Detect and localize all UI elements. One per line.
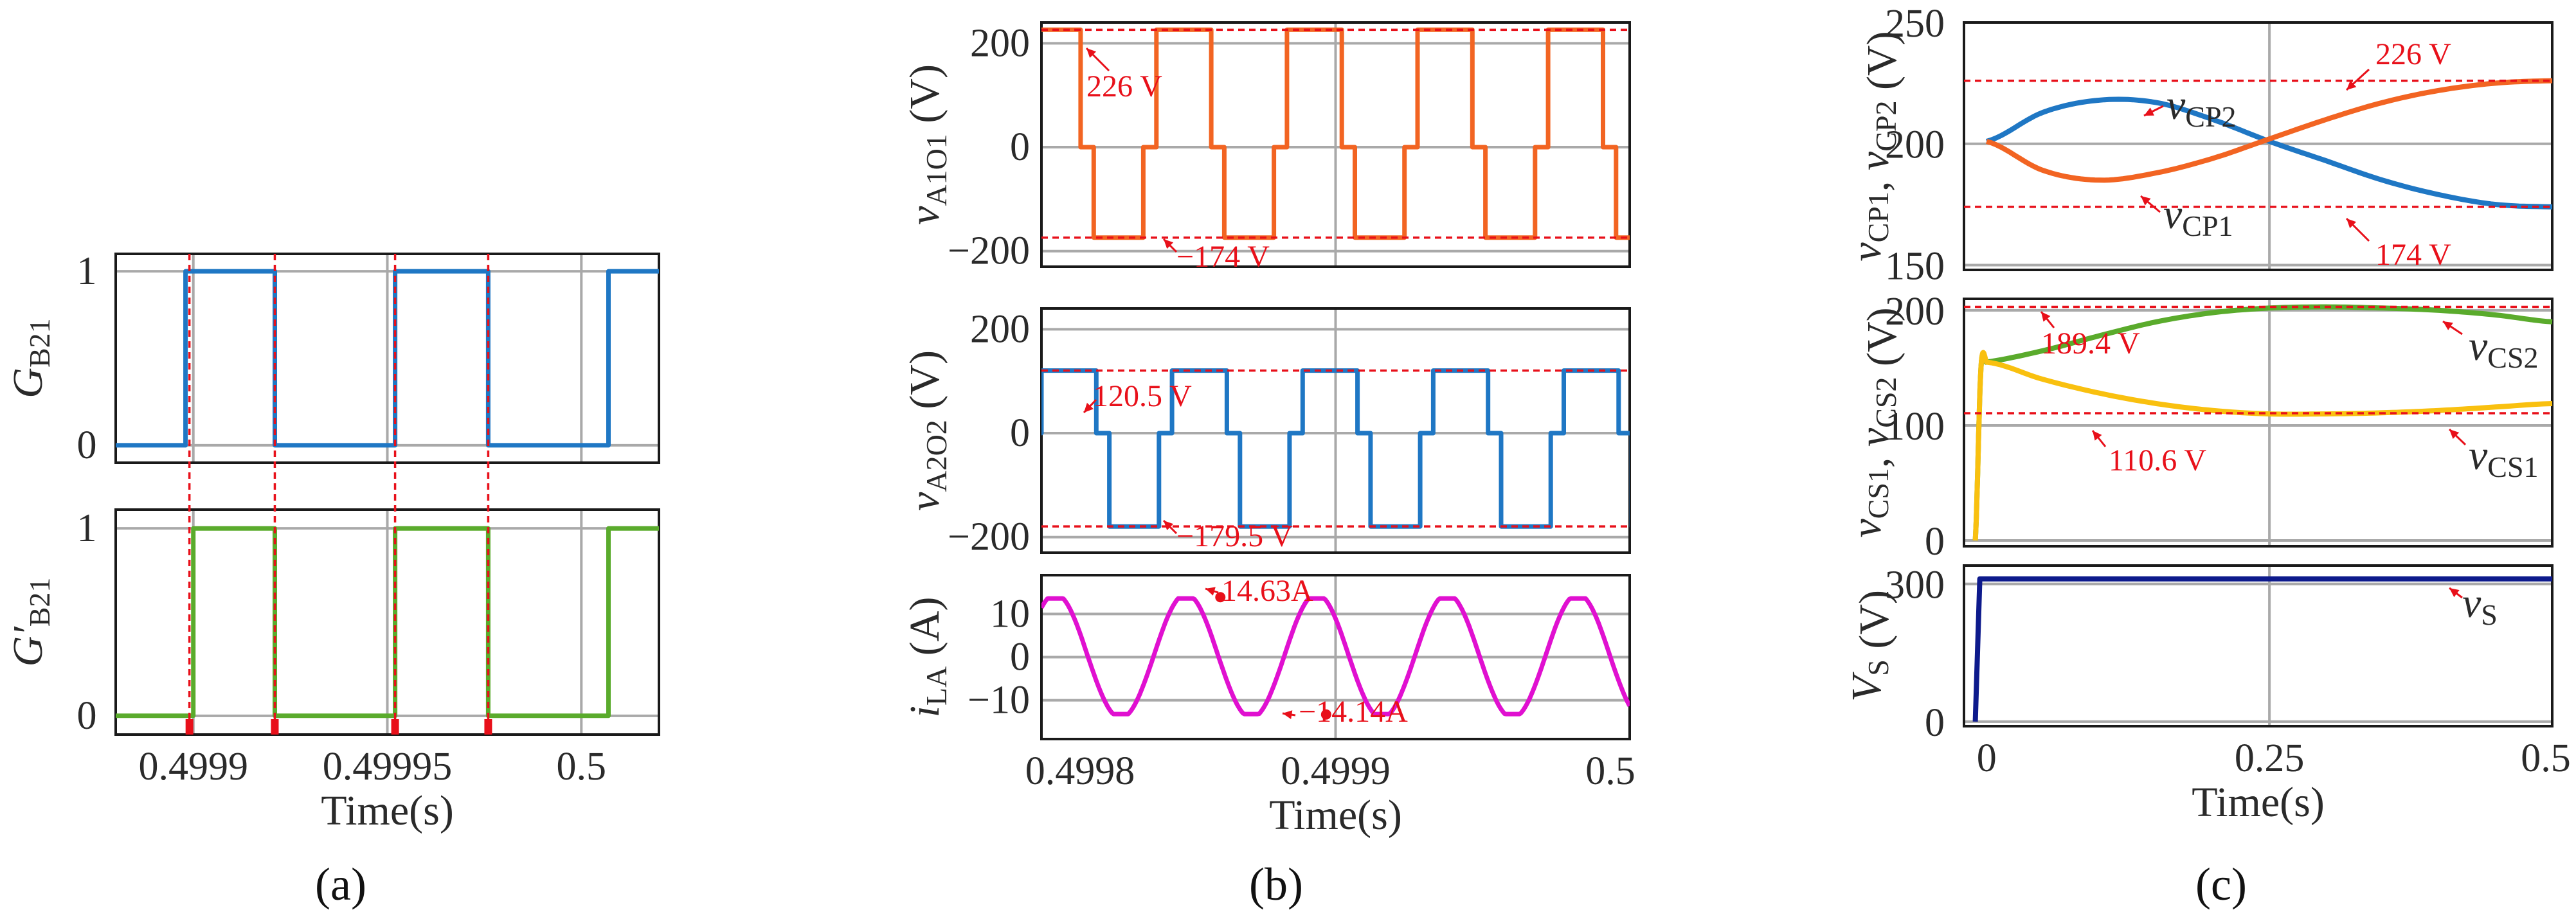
annotation-label: 14.63A <box>1221 574 1313 608</box>
annotation-label: −179.5 V <box>1176 519 1293 553</box>
y-axis-label: G′B21 <box>5 578 56 667</box>
x-axis-label: Time(s) <box>321 787 454 834</box>
y-tick-label: 250 <box>1885 2 1945 46</box>
x-tick-label: 0 <box>1977 736 1997 780</box>
y-tick-label: 200 <box>970 307 1030 351</box>
y-tick-label: 300 <box>1885 564 1945 607</box>
annotation-arrowhead <box>1283 710 1293 720</box>
annotation-label: 226 V <box>1086 69 1162 103</box>
y-axis-label: vA1O1 (V) <box>901 64 953 225</box>
series-vCP1 <box>1986 78 2553 183</box>
y-axis-label: VS (V) <box>1843 590 1898 702</box>
y-tick-label: 1 <box>77 249 97 293</box>
y-tick-label: 150 <box>1885 244 1945 288</box>
y-tick-label: 100 <box>1885 405 1945 449</box>
series-label-vcp1: vCP1 <box>2163 191 2233 242</box>
y-axis-label: GB21 <box>5 318 56 398</box>
annotation-arrowhead <box>2041 312 2051 322</box>
annotation-label: 189.4 V <box>2041 326 2140 361</box>
x-tick-label: 0.5 <box>557 745 607 789</box>
plot-frame <box>114 253 660 464</box>
annotation-arrowhead <box>2093 431 2102 441</box>
x-tick-label: 0.25 <box>2235 736 2305 780</box>
trough-marker <box>1320 709 1331 720</box>
annotation-arrowhead <box>1084 402 1094 413</box>
x-tick-label: 0.49995 <box>323 745 453 789</box>
y-tick-label: −200 <box>948 229 1030 273</box>
annotation-arrowhead <box>2346 80 2357 90</box>
y-tick-label: 200 <box>970 21 1030 65</box>
panel-label: (b) <box>1249 859 1303 910</box>
switch-marker <box>484 719 492 735</box>
plot-frame <box>114 508 660 736</box>
y-axis-label: vCS1, vCS2 (V) <box>1843 307 1905 537</box>
panel-a: 1 0 GB21 1 0 G′B21 0.4999 0.49995 0.5 Time(s) (a) <box>5 249 660 910</box>
y-tick-label: 200 <box>1885 123 1945 167</box>
current-trace <box>1041 596 1630 717</box>
panel-label: (a) <box>315 859 366 910</box>
annotation-arrowhead <box>1164 239 1174 249</box>
annotation-arrowhead <box>2144 107 2154 116</box>
annotation-arrowhead <box>2449 429 2460 439</box>
series-vCS1 <box>1972 350 2553 541</box>
plot-frame <box>1963 564 2553 727</box>
x-tick-label: 0.5 <box>1585 749 1635 793</box>
plot-frame <box>1963 21 2553 271</box>
y-tick-label: 0 <box>1925 701 1945 745</box>
y-tick-label: 10 <box>990 592 1030 636</box>
annotation-label: 120.5 V <box>1093 379 1192 413</box>
y-tick-label: 0 <box>1925 520 1945 564</box>
series-label-vcs1: vCS1 <box>2469 432 2539 483</box>
annotation-arrowhead <box>1086 48 1097 58</box>
series-group <box>1041 596 1630 717</box>
switch-marker <box>271 719 279 735</box>
y-tick-label: −10 <box>968 679 1030 722</box>
y-tick-label: 0 <box>77 694 97 738</box>
annotation-label: −174 V <box>1176 240 1270 274</box>
plot-frame <box>1963 298 2553 548</box>
y-tick-label: 0 <box>1010 411 1030 455</box>
y-tick-label: −200 <box>948 515 1030 559</box>
x-tick-label: 0.4998 <box>1025 749 1135 793</box>
annotation-label: 174 V <box>2375 238 2451 272</box>
signal-trace <box>116 526 659 718</box>
annotation-arrowhead <box>2346 219 2357 229</box>
panel-label: (c) <box>2195 859 2247 910</box>
annotation-label: 110.6 V <box>2109 443 2206 477</box>
annotation-arrowhead <box>1164 521 1174 531</box>
plot-frame <box>1040 574 1631 740</box>
annotation-label: 226 V <box>2375 37 2451 71</box>
series-label-vcp2: vCP2 <box>2166 82 2237 133</box>
y-axis-label: vA2O2 (V) <box>901 350 953 511</box>
annotation-arrowhead <box>1205 587 1216 596</box>
x-axis-label: Time(s) <box>1269 792 1402 839</box>
annotation-arrowhead <box>2141 196 2151 206</box>
x-tick-label: 0.4999 <box>138 745 248 789</box>
x-tick-label: 0.5 <box>2521 736 2571 780</box>
y-tick-label: 0 <box>1010 636 1030 679</box>
y-axis-label: vCP1, vCP2 (V) <box>1843 31 1905 261</box>
series-label-vcs2: vCS2 <box>2469 323 2539 374</box>
switch-marker <box>185 719 194 735</box>
x-axis-label: Time(s) <box>2192 779 2325 826</box>
y-tick-label: 200 <box>1885 290 1945 334</box>
y-tick-label: 0 <box>1010 125 1030 169</box>
peak-marker <box>1215 592 1226 603</box>
annotation-label: −14.14A <box>1299 695 1408 729</box>
y-tick-label: 1 <box>77 506 97 550</box>
series-label-vs: vS <box>2462 580 2498 631</box>
y-tick-label: 0 <box>77 424 97 467</box>
x-tick-label: 0.4999 <box>1281 749 1391 793</box>
switch-marker <box>391 719 399 735</box>
plot-frame <box>1040 21 1631 268</box>
series-vS <box>1972 576 2552 722</box>
y-axis-label: iLA (A) <box>901 597 953 718</box>
annotation-arrowhead <box>2449 588 2460 598</box>
annotation-arrowhead <box>2443 321 2453 330</box>
